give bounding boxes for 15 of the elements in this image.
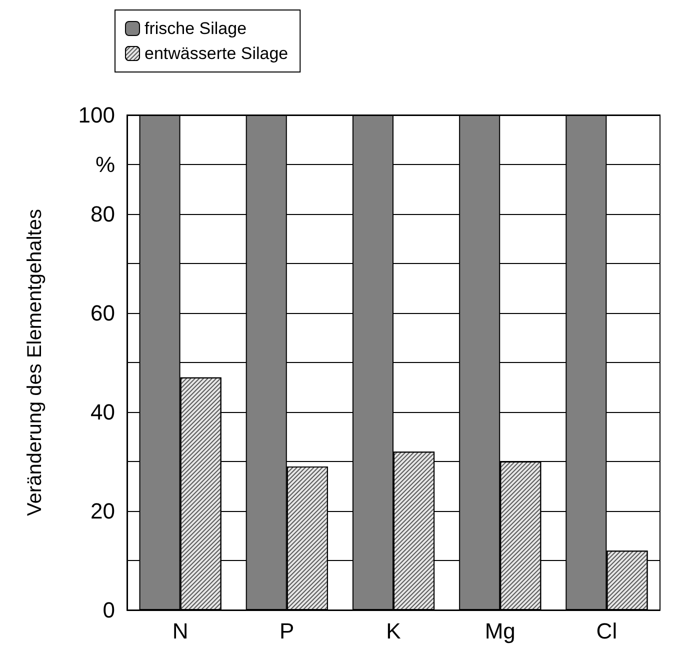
- x-tick-label: P: [280, 618, 294, 644]
- y-tick-label: 0: [102, 598, 115, 622]
- legend-label: frische Silage: [144, 19, 247, 38]
- x-tick-label: Mg: [484, 618, 516, 644]
- x-tick-label: N: [172, 618, 188, 644]
- y-axis-title: Veränderung des Elementgehaltes: [24, 209, 46, 516]
- legend-label: entwässerte Silage: [144, 44, 288, 63]
- y-tick-label: 100: [78, 102, 115, 128]
- y-tick-label: 60: [90, 300, 115, 326]
- y-tick-label: %: [95, 152, 115, 177]
- x-tick-label: Cl: [596, 618, 618, 644]
- y-tick-label: 40: [90, 400, 115, 424]
- x-tick-label: K: [386, 618, 402, 644]
- y-tick-label: 20: [90, 498, 115, 524]
- y-tick-label: 80: [90, 202, 115, 226]
